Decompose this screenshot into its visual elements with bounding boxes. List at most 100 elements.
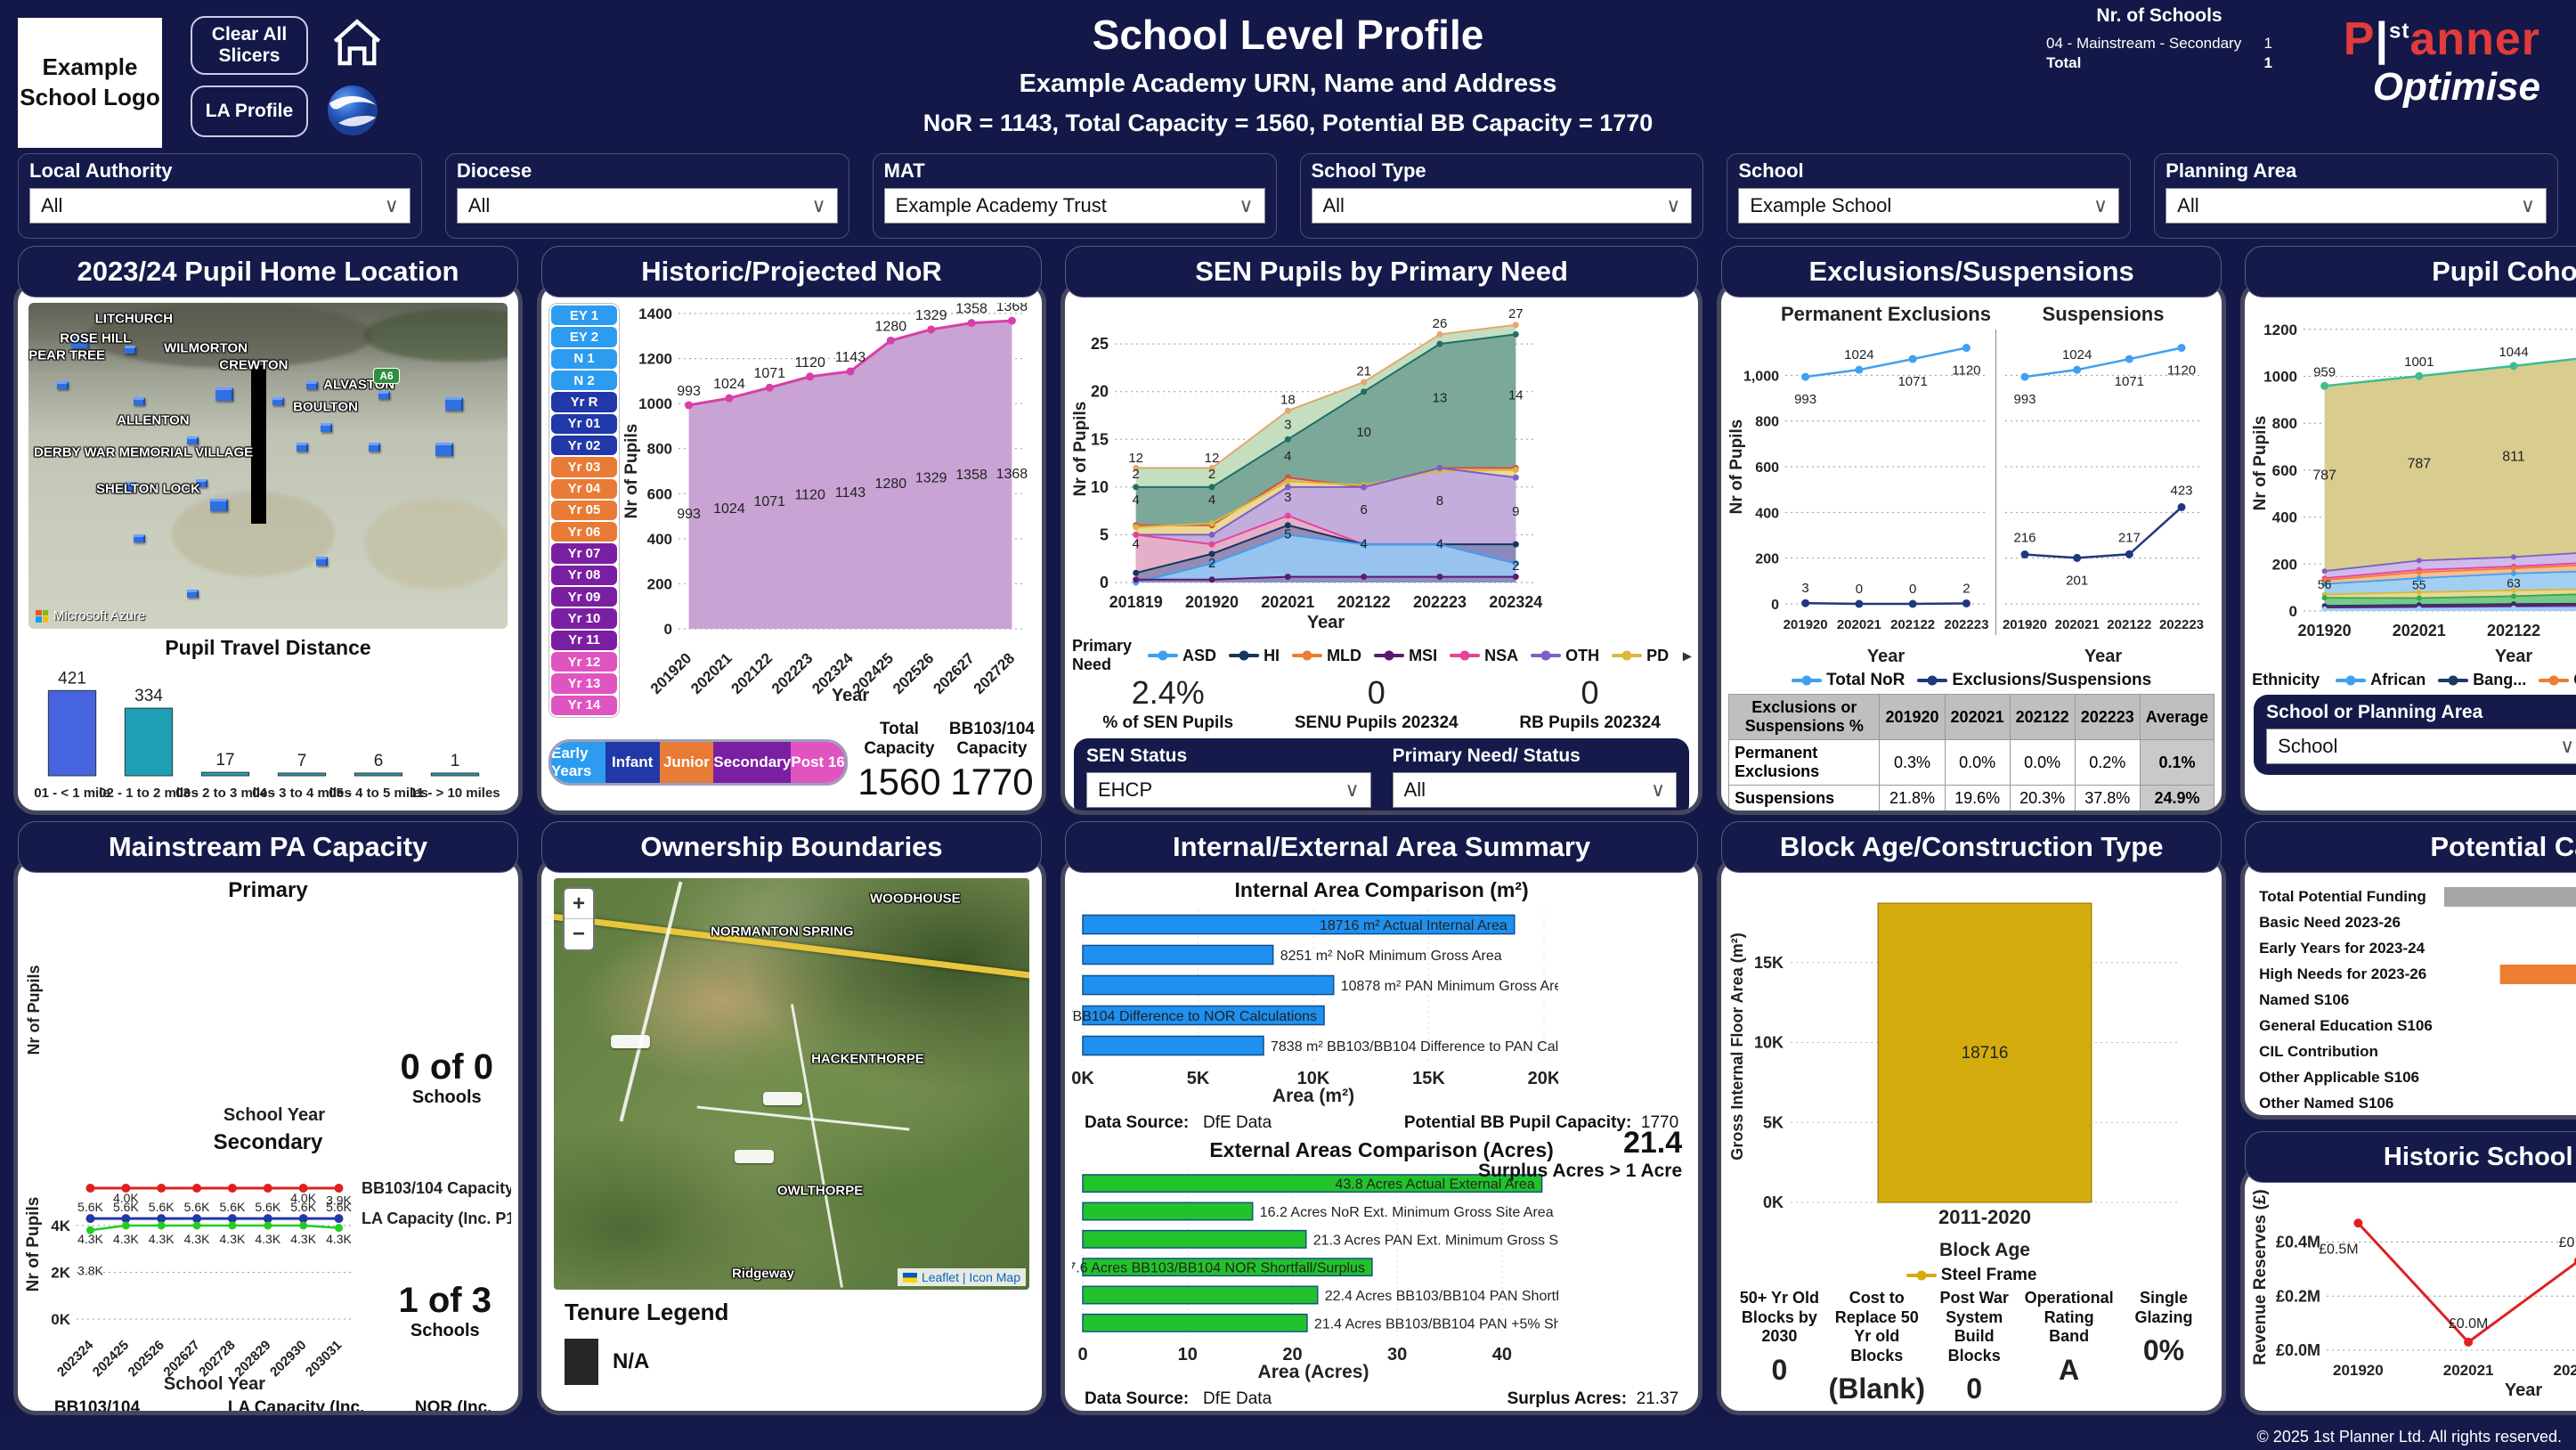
sen-chart[interactable]: 0 5 10 15 20 25 12 2 4 4 12 2 4 2 18 3 4 3 5 21 10 6 4 26 13 8 4 27… (1071, 303, 1691, 637)
pupil-location-marker[interactable] (435, 443, 454, 456)
legend-item[interactable]: Carib... (2539, 671, 2576, 689)
pupil-location-marker[interactable] (186, 436, 199, 445)
pupil-location-marker[interactable] (445, 397, 464, 411)
svg-text:1200: 1200 (2263, 322, 2297, 338)
year-button-yr04[interactable]: Yr 04 (551, 478, 617, 499)
capital-funding-chart[interactable]: Total Potential Funding £16.2M Basic Need … (2252, 878, 2576, 1115)
legend-item[interactable]: Bang... (2438, 671, 2526, 689)
legend-item[interactable]: OTH (1531, 647, 1599, 665)
pupil-location-marker[interactable] (321, 423, 333, 432)
map-marker[interactable] (611, 1034, 651, 1048)
pupil-location-marker[interactable] (124, 482, 136, 491)
school-marker[interactable] (251, 364, 267, 524)
year-button-yr14[interactable]: Yr 14 (551, 695, 617, 715)
block-age-chart[interactable]: 0K 5K 10K 15K 18716 2011-2020 Block Age Gross I… (1728, 878, 2214, 1266)
phase-button-junior[interactable]: Junior (659, 742, 714, 783)
year-button-yr02[interactable]: Yr 02 (551, 435, 617, 456)
year-button-ey2[interactable]: EY 2 (551, 327, 617, 347)
pupil-location-marker[interactable] (57, 380, 69, 390)
sub-slicer-dropdown[interactable]: EHCP ∨ (1086, 772, 1371, 808)
slicer-dropdown[interactable]: All ∨ (2166, 188, 2547, 224)
pupil-location-marker[interactable] (368, 443, 380, 452)
year-button-ey1[interactable]: EY 1 (551, 305, 617, 326)
slicer-dropdown[interactable]: All ∨ (29, 188, 410, 224)
year-button-yr11[interactable]: Yr 11 (551, 630, 617, 650)
slicer-dropdown[interactable]: Example Academy Trust ∨ (883, 188, 1265, 224)
ownership-map[interactable]: + − Leaflet | Icon Map WOODHOUSE NORMANTO… (554, 878, 1029, 1290)
year-button-yr03[interactable]: Yr 03 (551, 457, 617, 477)
pupil-location-marker[interactable] (306, 380, 319, 390)
legend-item[interactable]: Exclusions/Suspensions (1917, 671, 2151, 690)
pupil-location-marker[interactable] (297, 443, 309, 452)
legend-item[interactable]: HI (1229, 647, 1280, 665)
zoom-out-button[interactable]: − (565, 919, 593, 949)
legend-more-arrow[interactable]: ▸ (1683, 646, 1692, 664)
legend-item[interactable]: LA Capacity (Inc. P16) (199, 1398, 373, 1411)
legend-item[interactable]: Total NoR (1792, 671, 1905, 690)
legend-item[interactable]: BB103/104 Capacity (25, 1398, 186, 1411)
pupil-location-marker[interactable] (134, 397, 146, 406)
legend-item[interactable]: African (2336, 671, 2426, 689)
year-button-yr07[interactable]: Yr 07 (551, 543, 617, 564)
sub-slicer-dropdown[interactable]: School ∨ (2266, 729, 2576, 764)
internal-area-chart[interactable]: 0K 5K 10K 15K 20K 18716 m² Actual Internal Ar… (1065, 902, 1691, 1112)
pupil-location-marker[interactable] (315, 557, 328, 566)
permanent-exclusions-chart[interactable]: 0 200 400 600 800 1,000 993 1024 1071 1120 3 0 0 2 201… (1727, 303, 1995, 671)
kpi-label: Operational Rating Band (2024, 1289, 2114, 1346)
funding-bar[interactable]: £12.5M (77.19%) (2499, 965, 2576, 984)
year-button-yr05[interactable]: Yr 05 (551, 500, 617, 521)
pa-primary-chart[interactable]: Nr of Pupils School Year (25, 903, 511, 1130)
legend-item[interactable]: NSA (1450, 647, 1518, 665)
map-marker[interactable] (734, 1149, 774, 1163)
year-button-yr13[interactable]: Yr 13 (551, 673, 617, 694)
clear-all-slicers-button[interactable]: Clear All Slicers (191, 16, 308, 75)
year-button-yrr[interactable]: Yr R (551, 392, 617, 412)
year-button-yr06[interactable]: Yr 06 (551, 522, 617, 542)
phase-button-post-16[interactable]: Post 16 (791, 742, 845, 783)
year-button-n2[interactable]: N 2 (551, 370, 617, 391)
home-icon[interactable] (328, 14, 386, 77)
legend-item[interactable]: MSI (1374, 647, 1437, 665)
slicer-dropdown[interactable]: All ∨ (456, 188, 838, 224)
pupil-location-marker[interactable] (272, 397, 285, 406)
pupil-location-marker[interactable] (124, 345, 136, 354)
svg-text:6: 6 (1360, 502, 1367, 517)
year-button-yr12[interactable]: Yr 12 (551, 652, 617, 672)
slicer-dropdown[interactable]: All ∨ (1311, 188, 1693, 224)
zoom-in-button[interactable]: + (565, 889, 593, 919)
nor-projection-chart[interactable]: 0 200 400 600 800 1000 1200 1400 993 1024 1071 1120… (622, 299, 1035, 718)
phase-button-infant[interactable]: Infant (605, 742, 660, 783)
slicer-dropdown[interactable]: Example School ∨ (1738, 188, 2120, 224)
legend-item[interactable]: NOR (Inc. P16) (386, 1398, 511, 1411)
pupil-location-marker[interactable] (210, 498, 229, 511)
la-profile-button[interactable]: LA Profile (191, 86, 308, 137)
pupil-location-marker[interactable] (71, 335, 90, 348)
pupil-location-marker[interactable] (196, 478, 208, 487)
sub-slicer-dropdown[interactable]: All ∨ (1392, 772, 1678, 808)
pa-secondary-chart[interactable]: 0K 2K 4K 5.6K 5.6K 5.6K 5.6K 5.6K 5.6K 5.6K 5.6K 4.… (24, 1155, 518, 1398)
funding-bar[interactable]: £16.2M (2444, 887, 2576, 907)
pupil-location-marker[interactable] (215, 387, 233, 401)
phase-button-secondary[interactable]: Secondary (713, 742, 792, 783)
legend-item[interactable]: PD (1612, 647, 1669, 665)
pupil-location-marker[interactable] (186, 590, 199, 599)
phase-button-early-years[interactable]: Early Years (551, 742, 605, 783)
pupil-location-marker[interactable] (378, 390, 390, 400)
suspensions-chart[interactable]: 993 1024 1071 1120 216 201 217 423 201920 202021 2… (1996, 303, 2210, 671)
year-button-yr08[interactable]: Yr 08 (551, 565, 617, 586)
ethnicity-chart[interactable]: 0200400600800100012009591001104410901143… (2251, 303, 2576, 671)
pupil-location-marker[interactable] (134, 534, 146, 543)
year-button-yr09[interactable]: Yr 09 (551, 587, 617, 607)
year-button-yr01[interactable]: Yr 01 (551, 413, 617, 434)
google-earth-icon[interactable] (326, 84, 379, 142)
map-marker[interactable] (762, 1092, 802, 1106)
pupil-home-location-map[interactable]: LITCHURCH ROSE HILL PEAR TREE WILMORTON CREW… (28, 303, 508, 629)
year-button-n1[interactable]: N 1 (551, 348, 617, 369)
legend-item[interactable]: Steel Frame (1906, 1266, 2037, 1285)
travel-distance-chart[interactable]: 421 01 - < 1 mile 334 02 - 1 to 2 miles 17 03… (25, 660, 511, 805)
revenue-reserves-chart[interactable]: £0.0M£0.2M£0.4M£0.5M£0.0M£0.3M£0.5M20192… (2251, 1188, 2576, 1405)
external-area-chart[interactable]: 0 10 20 30 40 43.8 Acres Actual External Area… (1065, 1162, 1691, 1388)
legend-item[interactable]: MLD (1292, 647, 1361, 665)
legend-item[interactable]: ASD (1148, 647, 1216, 665)
year-button-yr10[interactable]: Yr 10 (551, 608, 617, 629)
